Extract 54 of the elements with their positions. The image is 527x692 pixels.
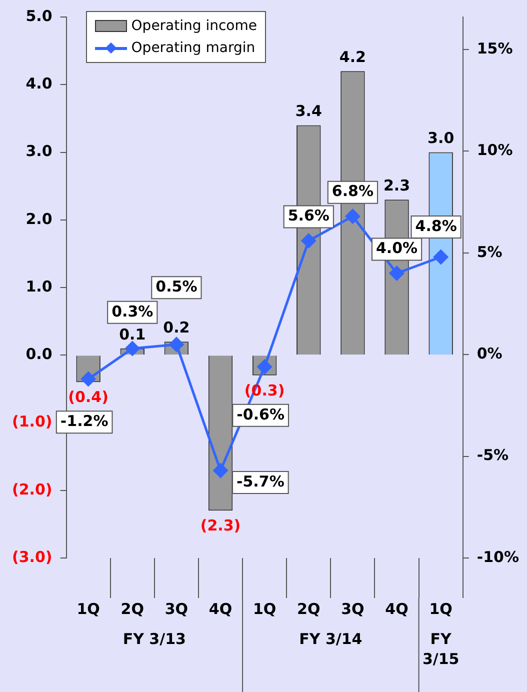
x-tick-label: 4Q: [208, 600, 232, 618]
y2-tick-label: 0%: [476, 344, 502, 363]
y-tick-label: (1.0): [12, 412, 52, 431]
data-label: 0.3%: [112, 302, 154, 320]
point: [390, 266, 404, 281]
text: FY 3/14: [299, 630, 362, 648]
data-label: 0.1: [119, 325, 146, 344]
y-tick-label: 2.0: [26, 210, 52, 228]
x-tick-label: 1Q: [252, 600, 276, 618]
data-label: 4.0%: [376, 239, 418, 258]
y-tick-label: (3.0): [12, 548, 52, 566]
text: FY 3/13: [122, 630, 186, 648]
legend-label: Operating income: [131, 18, 258, 34]
y2-tick-label: -10%: [476, 548, 520, 566]
data-label: 4.2: [339, 48, 366, 66]
point: [345, 209, 360, 224]
data-label: (2.3): [200, 516, 241, 535]
y2-tick-label: -5%: [476, 446, 509, 464]
data-label: -5.7%: [236, 472, 284, 490]
point: [81, 372, 96, 386]
data-label: 3.0: [428, 129, 454, 148]
point: [125, 341, 140, 356]
x-tick-label: 2Q: [297, 600, 320, 618]
y2-tick-label: 10%: [476, 141, 513, 160]
point: [434, 250, 448, 264]
data-label: 3.4: [295, 102, 322, 120]
y-tick-label: 1.0: [26, 277, 52, 296]
y-tick-label: 4.0: [26, 74, 52, 93]
text: FY 3/15: [422, 630, 460, 668]
y-tick-label: 0.0: [26, 345, 52, 364]
data-label: 0.2: [163, 318, 190, 336]
data-label: -0.6%: [236, 405, 284, 424]
x-tick-label: 1Q: [429, 600, 452, 618]
x-tick-label: 2Q: [120, 600, 144, 618]
x-tick-label: 4Q: [385, 600, 408, 618]
point: [301, 233, 316, 248]
data-label: 2.3: [383, 176, 410, 194]
y2-tick-label: 5%: [476, 242, 502, 261]
point: [169, 337, 184, 352]
x-tick-label: 3Q: [341, 600, 364, 618]
data-label: 6.8%: [332, 182, 374, 200]
point: [213, 463, 228, 478]
data-label: 0.5%: [156, 277, 198, 296]
y-tick-label: 5.0: [26, 6, 52, 25]
data-label: -1.2%: [60, 412, 108, 430]
x-tick-label: 1Q: [76, 600, 100, 618]
data-label: (0.4): [68, 388, 108, 406]
x-tick-label: 3Q: [164, 600, 188, 618]
y-tick-label: (2.0): [12, 480, 52, 498]
legend-label: Operating margin: [131, 40, 256, 56]
data-label: 4.8%: [415, 216, 457, 235]
data-label: 5.6%: [288, 206, 330, 225]
y2-tick-label: 15%: [476, 39, 513, 58]
y-tick-label: 3.0: [26, 142, 52, 160]
